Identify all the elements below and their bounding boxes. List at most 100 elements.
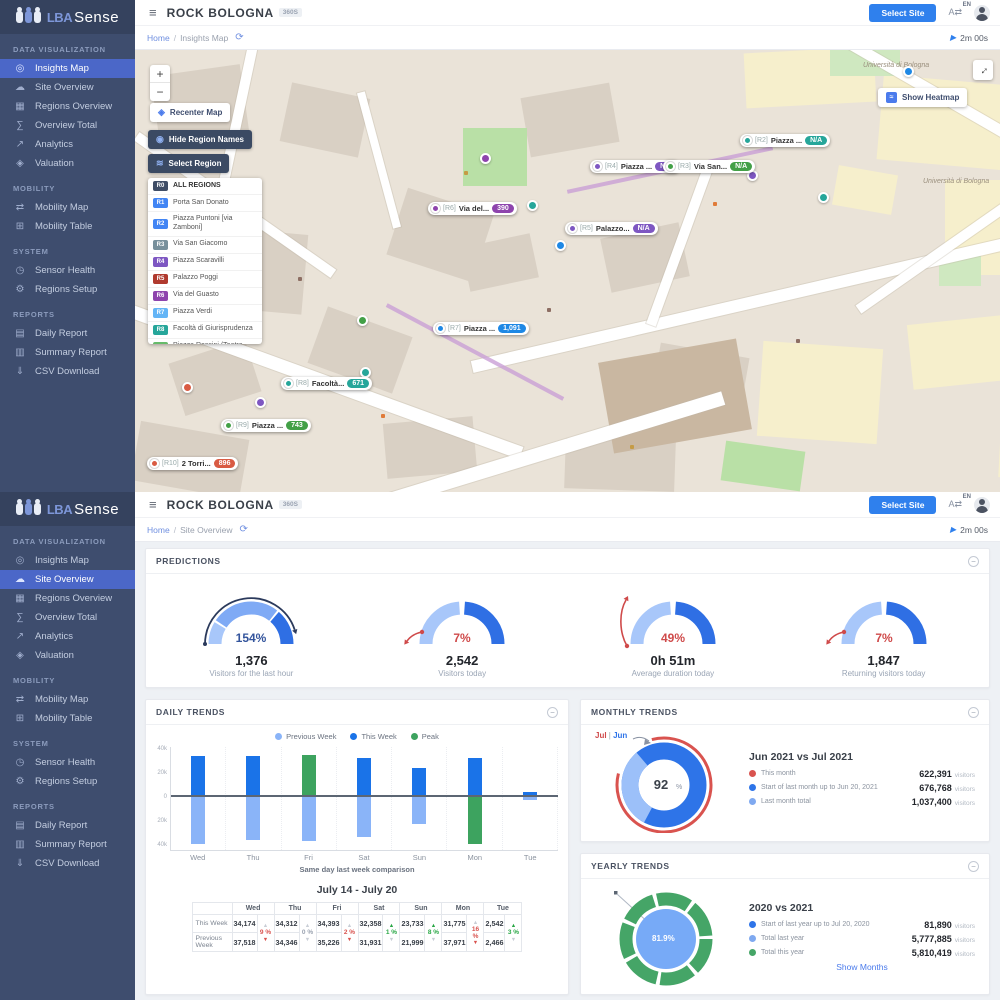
refresh-icon[interactable]: ⟳ [239,524,248,535]
breadcrumb-home[interactable]: Home [147,32,170,43]
sidebar-item-daily-report[interactable]: ▤ Daily Report [15,328,88,339]
bar-this-week[interactable] [191,755,206,795]
mobility-table-icon: ⊞ [15,713,25,724]
bar-previous-week[interactable] [522,797,537,801]
sidebar-item-mobility-table[interactable]: ⊞ Mobility Table [15,221,93,232]
sidebar-item-analytics[interactable]: ↗ Analytics [15,631,74,642]
region-marker[interactable] [255,397,266,408]
breadcrumb-home[interactable]: Home [147,524,170,535]
mobility-map-icon: ⇄ [15,694,25,705]
sidebar-item-site-overview[interactable]: ☁ Site Overview [0,570,135,589]
sidebar-item-analytics[interactable]: ↗ Analytics [15,139,74,150]
legend-item[interactable]: Previous Week [275,732,336,741]
sidebar-item-regions-setup[interactable]: ⚙ Regions Setup [15,284,98,295]
show-months-link[interactable]: Show Months [836,962,888,972]
sidebar-item-csv-download[interactable]: ⇓ CSV Download [15,858,100,869]
sidebar-item-regions-setup[interactable]: ⚙ Regions Setup [15,776,98,787]
region-label-pill[interactable]: [R7] Piazza ... 1,091 [433,322,529,335]
sidebar-item-valuation[interactable]: ◈ Valuation [0,154,135,173]
region-marker[interactable] [527,200,538,211]
region-label-pill[interactable]: [R10] 2 Torri... 896 [147,457,239,470]
sidebar-item-summary-report[interactable]: ▥ Summary Report [15,839,107,850]
table-day-header: Thu [273,902,317,915]
sidebar-item-sensor-health[interactable]: ◷ Sensor Health [15,757,96,768]
region-list-item[interactable]: R1 Porta San Donato [148,195,262,212]
sidebar-item-valuation[interactable]: ◈ Valuation [0,646,135,665]
bar-this-week[interactable] [356,757,371,795]
zoom-out-button[interactable]: − [156,85,164,99]
region-marker[interactable] [182,382,193,393]
sidebar-item-regions-overview[interactable]: ▦ Regions Overview [15,593,113,604]
region-label-pill[interactable]: [R3] Via San... N/A [663,160,756,173]
sidebar-item-insights-map[interactable]: ◎ Insights Map [15,555,89,566]
language-icon[interactable]: A⇄ EN [948,494,971,509]
bar-previous-week[interactable] [246,797,261,840]
sidebar-item-mobility-table[interactable]: ⊞ Mobility Table [15,713,93,724]
bar-previous-week[interactable] [412,797,427,825]
region-label-pill[interactable]: [R9] Piazza ... 743 [221,419,311,432]
sidebar-item-insights-map[interactable]: ◎ Insights Map [0,59,135,78]
sidebar-item-mobility-map[interactable]: ⇄ Mobility Map [15,694,89,705]
sidebar-item-sensor-health[interactable]: ◷ Sensor Health [15,265,96,276]
select-region-button[interactable]: ≋ Select Region [148,154,230,173]
region-marker[interactable] [480,153,491,164]
bar-this-week[interactable] [522,792,537,795]
bar-this-week[interactable] [412,767,427,795]
region-list-item[interactable]: R5 Palazzo Poggi [148,271,262,288]
zoom-in-button[interactable]: + [150,65,170,83]
avatar[interactable] [974,4,990,21]
fullscreen-button[interactable]: ↔ [973,60,993,80]
bar-previous-week[interactable] [191,797,206,844]
menu-icon[interactable]: ≡ [149,5,157,20]
language-icon[interactable]: A⇄ EN [948,2,971,17]
region-list-item[interactable]: R2 Piazza Puntoni [via Zamboni] [148,212,262,237]
play-icon[interactable]: ▶ [949,33,957,42]
collapse-icon[interactable]: − [968,860,979,872]
bar-previous-week[interactable] [467,797,482,845]
bar-this-week[interactable] [246,755,261,795]
avatar[interactable] [974,496,990,513]
select-site-button[interactable]: Select Site [869,3,937,22]
sidebar-item-overview-total[interactable]: ∑ Overview Total [0,116,135,135]
sidebar-item-site-overview[interactable]: ☁ Site Overview [15,82,94,93]
region-marker[interactable] [903,66,914,77]
region-list-item[interactable]: R6 Via del Guasto [148,288,262,305]
bar-this-week[interactable] [301,755,316,795]
play-icon[interactable]: ▶ [949,525,957,534]
region-list-item[interactable]: R3 Via San Giacomo [148,237,262,254]
region-list-item[interactable]: R9Piazza Rossini (Teatro [148,339,262,344]
collapse-icon[interactable]: − [968,555,979,567]
sidebar-item-overview-total[interactable]: ∑ Overview Total [0,608,135,627]
sidebar-item-regions-overview[interactable]: ▦ Regions Overview [15,101,113,112]
region-list-item[interactable]: R8 Facoltà di Giurisprudenza [148,322,262,339]
region-marker[interactable] [555,240,566,251]
region-label-pill[interactable]: [R2] Piazza ... N/A [740,134,831,147]
sidebar-item-daily-report[interactable]: ▤ Daily Report [15,820,88,831]
hide-region-names-button[interactable]: ◉ Hide Region Names [148,130,252,149]
bar-this-week[interactable] [467,758,482,795]
show-heatmap-button[interactable]: ≈ Show Heatmap [878,88,968,107]
region-badge: R1 [153,198,168,208]
select-site-button[interactable]: Select Site [869,495,937,514]
region-list-item[interactable]: R7 Piazza Verdi [148,305,262,322]
region-list-item[interactable]: R0 ALL REGIONS [148,178,262,195]
region-marker[interactable] [818,192,829,203]
recenter-map-button[interactable]: ◈ Recenter Map [150,103,231,122]
sidebar-item-csv-download[interactable]: ⇓ CSV Download [15,366,100,377]
legend-item[interactable]: Peak [410,732,439,741]
collapse-icon[interactable]: − [547,706,558,718]
region-list-item[interactable]: R4 Piazza Scaravilli [148,254,262,271]
collapse-icon[interactable]: − [968,706,979,718]
menu-icon[interactable]: ≡ [149,497,157,512]
region-marker[interactable] [357,315,368,326]
map-canvas[interactable]: Università di Bologna Università di Bolog… [135,50,1000,492]
bar-previous-week[interactable] [356,797,371,837]
sidebar-item-mobility-map[interactable]: ⇄ Mobility Map [15,202,89,213]
bar-previous-week[interactable] [301,797,316,842]
region-label-pill[interactable]: [R5] Palazzo... N/A [565,222,658,235]
legend-item[interactable]: This Week [350,732,397,741]
region-label-pill[interactable]: [R6] Via del... 390 [428,202,517,215]
sidebar-item-summary-report[interactable]: ▥ Summary Report [15,347,107,358]
region-label-pill[interactable]: [R8] Facoltà... 671 [281,377,373,390]
refresh-icon[interactable]: ⟳ [235,32,244,43]
